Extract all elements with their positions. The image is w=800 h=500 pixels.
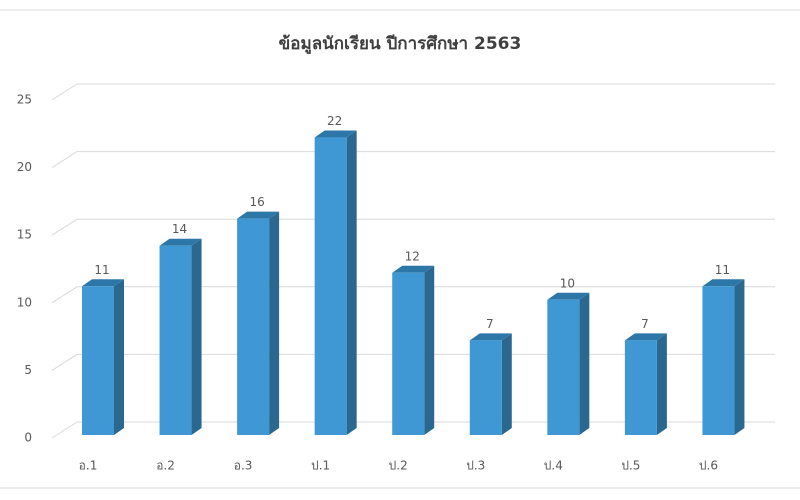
x-tick-label: อ.3 [234,459,253,473]
x-tick-label: ป.4 [544,459,563,473]
bar-top [547,292,590,300]
bar-top [624,333,667,341]
grid-line [51,353,775,371]
data-label: 12 [405,249,420,263]
data-label: 14 [172,222,187,236]
bar [624,333,667,435]
grid-line [51,151,775,169]
bar-side [191,238,202,435]
grid-line [51,83,775,101]
bar-top [469,333,512,341]
bar-side [734,279,745,435]
bar [702,279,745,435]
x-tick-label: ป.6 [699,459,718,473]
data-label: 11 [94,263,109,277]
x-tick-label: ป.3 [466,459,485,473]
bar-top [82,279,124,287]
bar-top [392,265,435,273]
x-tick-label: ป.5 [621,459,640,473]
bar [237,211,280,435]
grid-line [51,218,775,236]
bar [82,279,124,435]
y-tick-label: 15 [17,228,32,242]
bar-front [237,218,270,435]
bar-front [469,340,502,435]
data-label: 11 [715,263,730,277]
data-label: 7 [486,317,494,331]
y-tick-label: 0 [24,431,32,445]
bar-top [159,238,202,246]
y-tick-label: 20 [17,160,32,174]
bar-side [501,333,512,435]
x-tick-label: อ.1 [79,459,98,473]
bar-side [114,279,124,435]
bar [159,238,202,435]
x-tick-label: ป.2 [389,459,408,473]
x-tick-label: อ.2 [156,459,175,473]
bar-top [237,211,280,219]
bar-front [82,286,114,435]
bar-top [314,130,357,138]
bar-side [269,211,280,435]
bar-front [547,299,580,435]
bar [314,130,357,435]
data-label: 22 [327,114,342,128]
bar-front [314,137,347,435]
bar-front [159,245,192,435]
data-label: 10 [560,276,575,290]
bar-front [392,272,425,435]
grid-line [51,421,775,439]
bar [547,292,590,435]
y-tick-label: 10 [17,295,32,309]
data-label: 7 [641,317,649,331]
bar-side [579,292,590,435]
y-tick-label: 5 [24,363,32,377]
chart-title: ข้อมูลนักเรียน ปีการศึกษา 2563 [279,33,522,55]
bar-side [346,130,357,435]
bar-front [624,340,657,435]
data-label: 16 [249,195,264,209]
bar [469,333,512,435]
bar [392,265,435,435]
bar-front [702,286,735,435]
bar-top [702,279,745,287]
bar-side [656,333,667,435]
x-tick-label: ป.1 [311,459,330,473]
grid-line [51,286,775,304]
y-tick-label: 25 [17,93,32,107]
bar-side [424,265,435,435]
